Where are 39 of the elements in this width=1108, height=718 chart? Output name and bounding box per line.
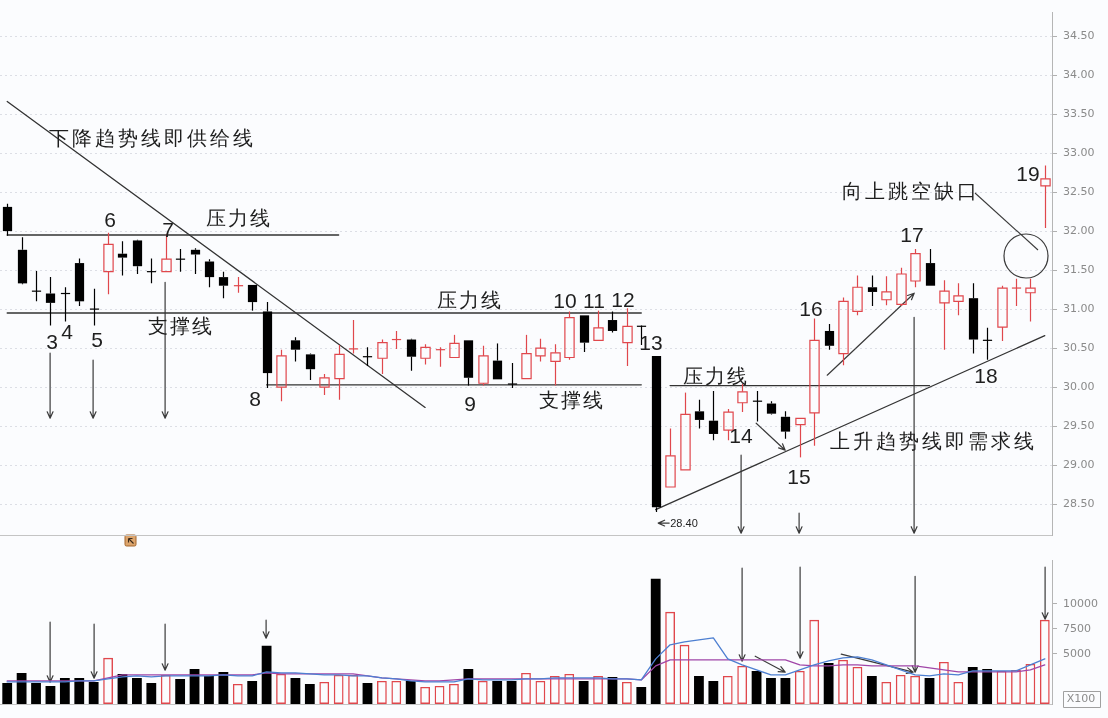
annotation: 28.40 xyxy=(670,517,698,530)
annotation: 18 xyxy=(974,363,998,387)
y-tick-label: 7500 xyxy=(1063,621,1091,635)
y-tick-label: 33.00 xyxy=(1063,145,1095,159)
y-tick-label: 34.50 xyxy=(1063,28,1095,42)
y-tick-label: 33.50 xyxy=(1063,106,1095,120)
y-tick-label: 5000 xyxy=(1063,646,1091,660)
y-tick-label: 29.50 xyxy=(1063,419,1095,433)
annotation: 15 xyxy=(787,464,811,488)
annotation: 6 xyxy=(104,207,116,231)
annotation: 9 xyxy=(464,391,476,415)
y-tick-label: 32.50 xyxy=(1063,184,1095,198)
y-tick-label: 32.00 xyxy=(1063,223,1095,237)
annotation: 5 xyxy=(91,327,103,351)
annotation: 17 xyxy=(900,222,924,246)
annotation: 13 xyxy=(639,330,663,354)
y-tick-label: 31.50 xyxy=(1063,262,1095,276)
annotation: 8 xyxy=(249,386,261,410)
y-tick-label: 10000 xyxy=(1063,596,1098,610)
annotation: 19 xyxy=(1016,161,1040,185)
annotation: 10 xyxy=(553,288,577,312)
y-tick-label: 34.00 xyxy=(1063,67,1095,81)
y-tick-label: 29.00 xyxy=(1063,458,1095,472)
annotation: 3 xyxy=(46,329,58,353)
y-axis-title: X100 xyxy=(1066,692,1096,706)
annotation: 12 xyxy=(611,287,635,311)
annotation: 16 xyxy=(799,296,823,320)
y-tick-label: 30.00 xyxy=(1063,380,1095,393)
annotation: 14 xyxy=(729,423,753,447)
y-tick-label: 28.50 xyxy=(1063,497,1095,511)
annotation: 压力线 xyxy=(683,364,749,389)
annotation: 11 xyxy=(583,288,605,312)
y-tick-label: 30.50 xyxy=(1063,340,1095,354)
annotation: 压力线 xyxy=(437,288,503,313)
annotation: 4 xyxy=(61,319,74,343)
annotation: 支撑线 xyxy=(539,388,605,413)
annotation: 压力线 xyxy=(206,206,272,231)
y-tick-label: 31.00 xyxy=(1063,301,1095,315)
annotation: 向上跳空缺口 xyxy=(841,179,980,204)
